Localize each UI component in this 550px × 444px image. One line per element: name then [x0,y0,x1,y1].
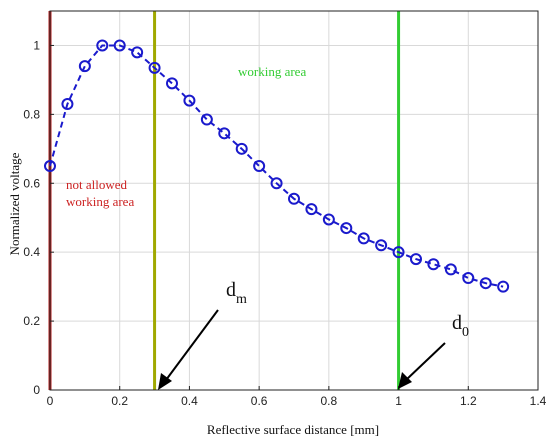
data-point [166,77,178,90]
x-tick-label: 1.4 [530,394,547,408]
data-point [183,94,196,107]
x-tick-label: 0.6 [251,394,268,408]
working-area-label: working area [238,64,306,79]
data-point [375,239,388,252]
y-tick-label: 0.6 [23,176,40,190]
data-point [200,113,213,126]
plot-area-frame [49,10,539,391]
x-tick-label: 0.2 [111,394,128,408]
y-tick-label: 0.2 [23,314,40,328]
data-point [392,246,405,259]
data-point [479,277,492,290]
y-tick-label: 0.8 [23,107,40,121]
x-axis-label: Reflective surface distance [mm] [207,422,379,437]
data-point [44,160,56,173]
x-tick-label: 1 [395,394,402,408]
y-tick-label: 1 [33,38,40,52]
not-allowed-label-line1: not allowed [66,177,128,192]
d0-arrow-shaft [405,342,446,381]
data-point [148,61,161,74]
dm-arrow-head [158,373,172,390]
data-point [78,60,91,73]
data-point [444,263,457,276]
y-tick-label: 0.4 [23,245,40,259]
d0-arrow-head [398,372,412,389]
dm-arrow-shaft [165,309,219,381]
d0-annotation: d0 [398,312,469,389]
data-point [497,280,510,293]
series-line [49,44,504,288]
data-point [288,192,300,205]
data-point [462,272,475,285]
data-point [340,222,353,235]
data-point [235,142,248,155]
data-point [131,46,144,59]
dm-annotation: dm [158,279,247,390]
y-axis-ticks: 0 0.2 0.4 0.6 0.8 1 [23,38,54,397]
data-point [113,39,126,52]
data-point [427,258,440,271]
data-point [96,39,109,52]
data-point [253,160,266,173]
x-axis-ticks: 0 0.2 0.4 0.6 0.8 1 1.2 1.4 [47,386,547,408]
data-point [61,98,74,111]
data-point [218,127,231,140]
data-point [270,177,283,190]
data-point [410,253,422,266]
dm-label: dm [226,279,247,307]
d0-label: d0 [452,312,469,340]
not-allowed-label-line2: working area [66,194,134,209]
data-point [322,213,335,226]
x-tick-label: 0.4 [181,394,198,408]
x-tick-label: 1.2 [460,394,477,408]
data-series [44,39,510,293]
x-tick-label: 0.8 [321,394,338,408]
data-point [357,232,370,245]
data-point [305,203,318,216]
y-tick-label: 0 [33,383,40,397]
y-axis-label: Normalized voltage [7,152,22,255]
x-tick-label: 0 [47,394,54,408]
